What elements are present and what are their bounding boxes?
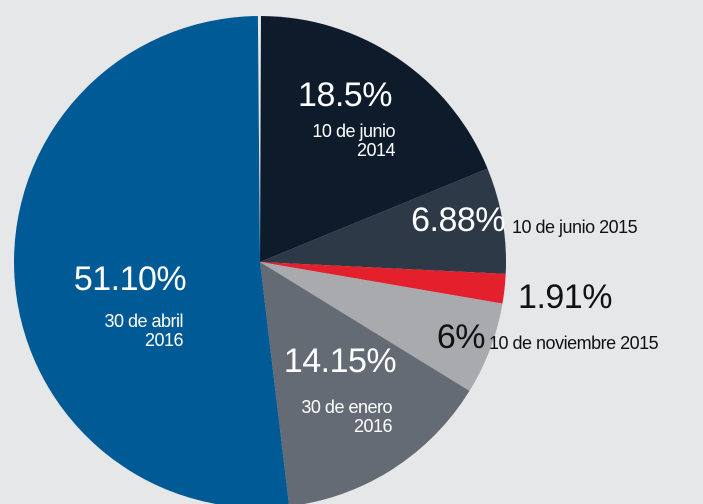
pie-slice (260, 262, 503, 391)
category-label: 30 de enero 2016 (301, 397, 392, 436)
category-label: 10 de noviembre 2015 (489, 333, 659, 353)
pie-slice (260, 16, 488, 262)
value-label: 1.91% (518, 278, 612, 316)
pie-slice (260, 262, 506, 304)
value-label: 14.15% (283, 342, 397, 380)
pie-slice (260, 168, 506, 274)
value-label: 18.5% (298, 76, 392, 114)
pie-slice (260, 262, 470, 504)
category-label: 30 de abril 2016 (104, 311, 183, 350)
value-label: 51.10% (73, 260, 187, 298)
value-label: 6.88% (411, 201, 505, 239)
category-label: 10 de junio 2015 (512, 217, 638, 237)
category-label: 10 de junio 2014 (312, 121, 395, 160)
pie-slice (14, 16, 289, 504)
value-label: 6% (436, 318, 486, 356)
